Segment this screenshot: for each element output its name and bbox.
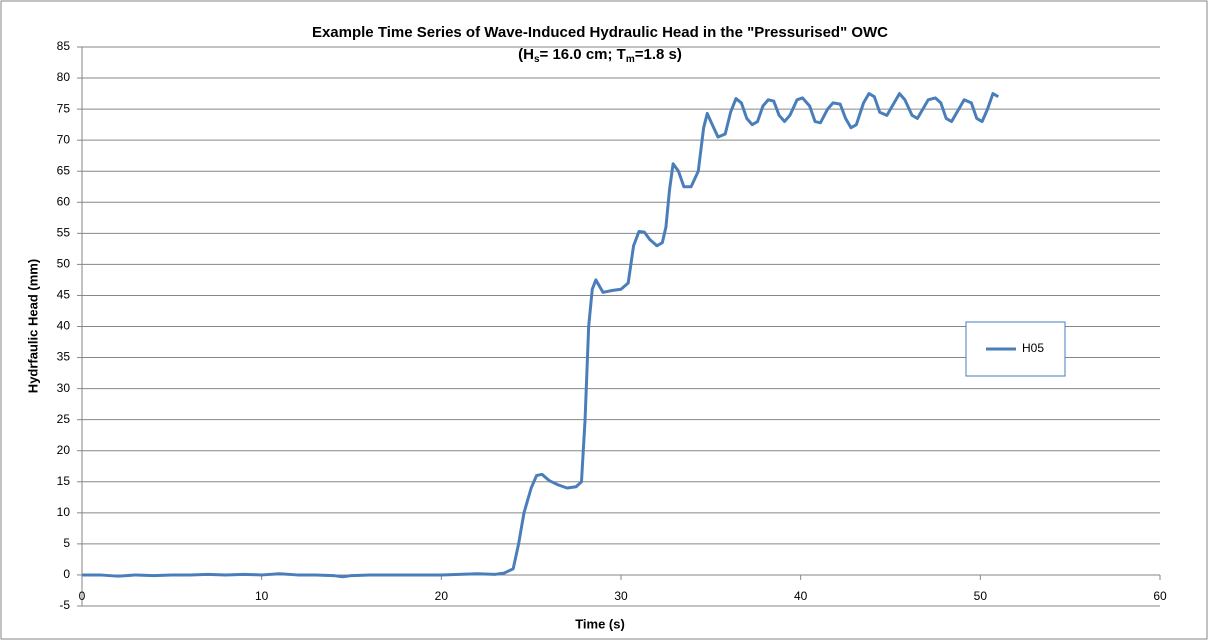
y-tick-label: 25 — [57, 412, 71, 426]
x-tick-label: 40 — [794, 589, 808, 603]
subtitle-sub: s — [534, 54, 540, 65]
x-tick-label: 30 — [614, 589, 628, 603]
chart-title: Example Time Series of Wave-Induced Hydr… — [312, 24, 888, 41]
subtitle-part: =1.8 s) — [635, 46, 682, 63]
y-tick-label: 0 — [63, 567, 70, 581]
x-tick-label: 50 — [974, 589, 988, 603]
x-tick-label: 0 — [79, 589, 86, 603]
subtitle-part: (H — [518, 46, 534, 63]
y-tick-label: 5 — [63, 536, 70, 550]
y-tick-label: 15 — [57, 474, 71, 488]
y-tick-label: 60 — [57, 194, 71, 208]
y-tick-label: -5 — [59, 598, 70, 612]
y-tick-label: 30 — [57, 381, 71, 395]
x-tick-label: 20 — [435, 589, 449, 603]
subtitle-part: = 16.0 cm; T — [540, 46, 626, 63]
y-tick-label: 50 — [57, 257, 71, 271]
y-tick-label: 85 — [57, 39, 71, 53]
y-tick-label: 45 — [57, 288, 71, 302]
y-tick-label: 35 — [57, 350, 71, 364]
y-tick-label: 10 — [57, 505, 71, 519]
y-tick-label: 80 — [57, 70, 71, 84]
y-tick-label: 20 — [57, 443, 71, 457]
y-axis-label: Hydrfaulic Head (mm) — [25, 259, 40, 393]
x-axis-label: Time (s) — [575, 616, 625, 631]
subtitle-sub: m — [626, 54, 635, 65]
x-tick-label: 10 — [255, 589, 269, 603]
y-tick-label: 55 — [57, 226, 71, 240]
y-tick-label: 40 — [57, 319, 71, 333]
x-tick-label: 60 — [1153, 589, 1167, 603]
y-tick-label: 65 — [57, 163, 71, 177]
data-line — [82, 92, 1000, 579]
legend-label: H05 — [1022, 341, 1044, 355]
chart-subtitle: (Hs= 16.0 cm; Tm=1.8 s) — [518, 46, 682, 65]
y-tick-label: 75 — [57, 101, 71, 115]
y-tick-label: 70 — [57, 132, 71, 146]
